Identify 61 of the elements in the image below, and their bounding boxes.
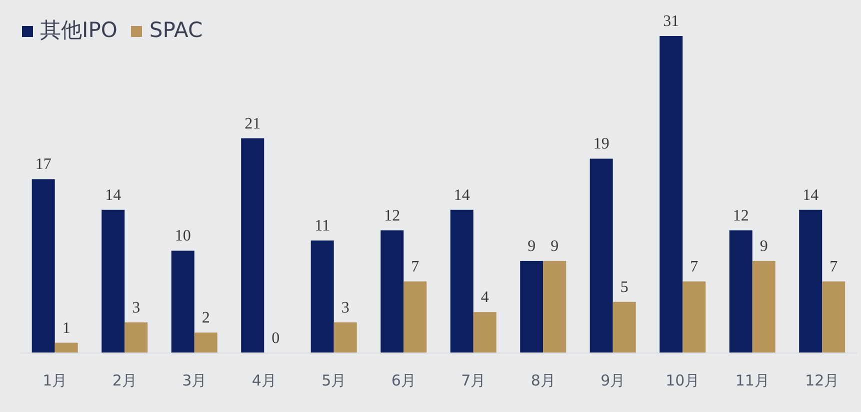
data-label: 11	[314, 218, 330, 235]
bar	[310, 240, 334, 353]
bar	[102, 210, 125, 353]
legend-label: SPAC	[149, 18, 203, 42]
data-label: 2	[202, 310, 210, 327]
bar	[520, 260, 544, 353]
bar	[194, 332, 218, 353]
bar	[171, 250, 194, 353]
data-label: 21	[244, 115, 261, 132]
bar	[54, 342, 78, 353]
bar	[32, 179, 55, 353]
data-label: 4	[480, 289, 489, 306]
data-label: 3	[132, 299, 140, 316]
bar	[450, 210, 474, 353]
data-label: 9	[550, 238, 559, 255]
data-label: 0	[272, 330, 280, 347]
data-label: 31	[663, 13, 680, 30]
bar	[404, 281, 427, 353]
bar	[590, 158, 613, 353]
bar	[543, 260, 566, 353]
data-label: 9	[528, 238, 536, 255]
data-label: 17	[35, 156, 52, 174]
data-label: 14	[802, 186, 819, 204]
bar	[729, 230, 752, 353]
x-tick-label: 7月	[461, 372, 486, 390]
x-tick-label: 4月	[252, 372, 276, 390]
data-label: 14	[454, 186, 470, 204]
bar	[473, 312, 496, 353]
x-tick-label: 8月	[530, 372, 556, 390]
data-label: 9	[760, 238, 768, 255]
data-label: 12	[384, 207, 400, 224]
bar	[334, 322, 357, 353]
data-label: 19	[593, 136, 610, 153]
data-label: 5	[620, 278, 628, 296]
bar	[241, 138, 264, 353]
x-tick-label: 11月	[735, 372, 770, 390]
legend-label: 其他IPO	[40, 18, 118, 42]
data-label: 1	[62, 320, 70, 337]
x-tick-label: 1月	[42, 372, 68, 390]
x-tick-label: 9月	[600, 372, 626, 390]
bar	[752, 260, 776, 353]
bar	[380, 230, 404, 353]
bar	[124, 322, 148, 353]
bar	[682, 281, 706, 353]
data-label: 10	[174, 228, 191, 245]
bar	[799, 210, 822, 353]
data-label: 7	[690, 258, 698, 276]
data-label: 14	[105, 186, 122, 204]
data-label: 7	[830, 258, 838, 276]
x-tick-label: 2月	[112, 372, 137, 390]
x-tick-label: 12月	[805, 372, 840, 390]
bar	[612, 302, 636, 353]
x-tick-label: 6月	[391, 372, 416, 390]
bar	[822, 281, 846, 353]
data-label: 12	[732, 207, 749, 224]
data-label: 3	[341, 299, 350, 316]
bar	[660, 36, 683, 353]
x-tick-label: 3月	[182, 372, 207, 390]
data-label: 7	[411, 258, 420, 276]
x-tick-label: 5月	[322, 372, 346, 390]
x-tick-label: 10月	[666, 372, 700, 390]
